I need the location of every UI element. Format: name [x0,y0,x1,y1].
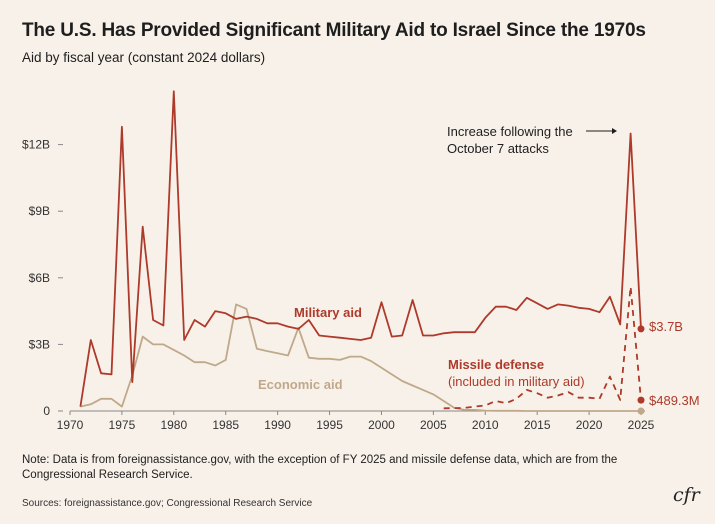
series-layer [79,90,645,415]
end-marker-economic [637,407,645,415]
x-tick-label: 1975 [109,418,136,432]
x-tick-label: 1985 [212,418,239,432]
y-tick-label: $6B [29,271,50,285]
end-label-missile: $489.3M [649,393,700,408]
end-marker-missile [637,396,645,404]
x-tick-label: 2015 [524,418,551,432]
series-line-missile [443,285,642,410]
x-tick-label: 2005 [420,418,447,432]
line-chart: 0 $3B $6B $9B $12B 1970 1975 1980 1985 1990 1995 2… [22,90,700,432]
x-tick-label: 2000 [368,418,395,432]
x-tick-label: 2010 [472,418,499,432]
y-tick-label: $12B [22,138,50,152]
series-line-military [79,90,642,407]
series-line-economic [80,303,641,412]
annotation-line-2: October 7 attacks [447,141,549,156]
x-tick-label: 1970 [57,418,84,432]
x-tick-label: 1995 [316,418,343,432]
x-axis: 1970 1975 1980 1985 1990 1995 2000 2005 2010 2015… [57,410,655,432]
annotation-line-1: Increase following the [447,124,573,139]
y-tick-label: 0 [43,404,50,418]
x-tick-label: 1980 [160,418,187,432]
chart-title: The U.S. Has Provided Significant Milita… [22,20,646,41]
series-label-missile: Missile defense [448,357,544,372]
y-axis: 0 $3B $6B $9B $12B [22,138,63,418]
x-tick-label: 2025 [628,418,655,432]
series-label-military: Military aid [294,305,362,320]
chart-note: Note: Data is from foreignassistance.gov… [22,454,618,481]
y-tick-label: $9B [29,204,50,218]
end-marker-military [637,325,645,333]
y-tick-label: $3B [29,337,50,351]
cfr-logo: cfr [673,484,700,506]
annotation-arrow [586,128,617,134]
label-layer: Increase following the October 7 attacks… [258,124,700,408]
series-label-missile-sub: (included in military aid) [448,374,585,389]
end-label-military: $3.7B [649,319,683,334]
x-tick-label: 1990 [264,418,291,432]
x-tick-label: 2020 [576,418,603,432]
chart-subtitle: Aid by fiscal year (constant 2024 dollar… [22,50,266,65]
chart-sources: Sources: foreignassistance.gov; Congress… [22,498,313,509]
series-label-economic: Economic aid [258,377,343,392]
